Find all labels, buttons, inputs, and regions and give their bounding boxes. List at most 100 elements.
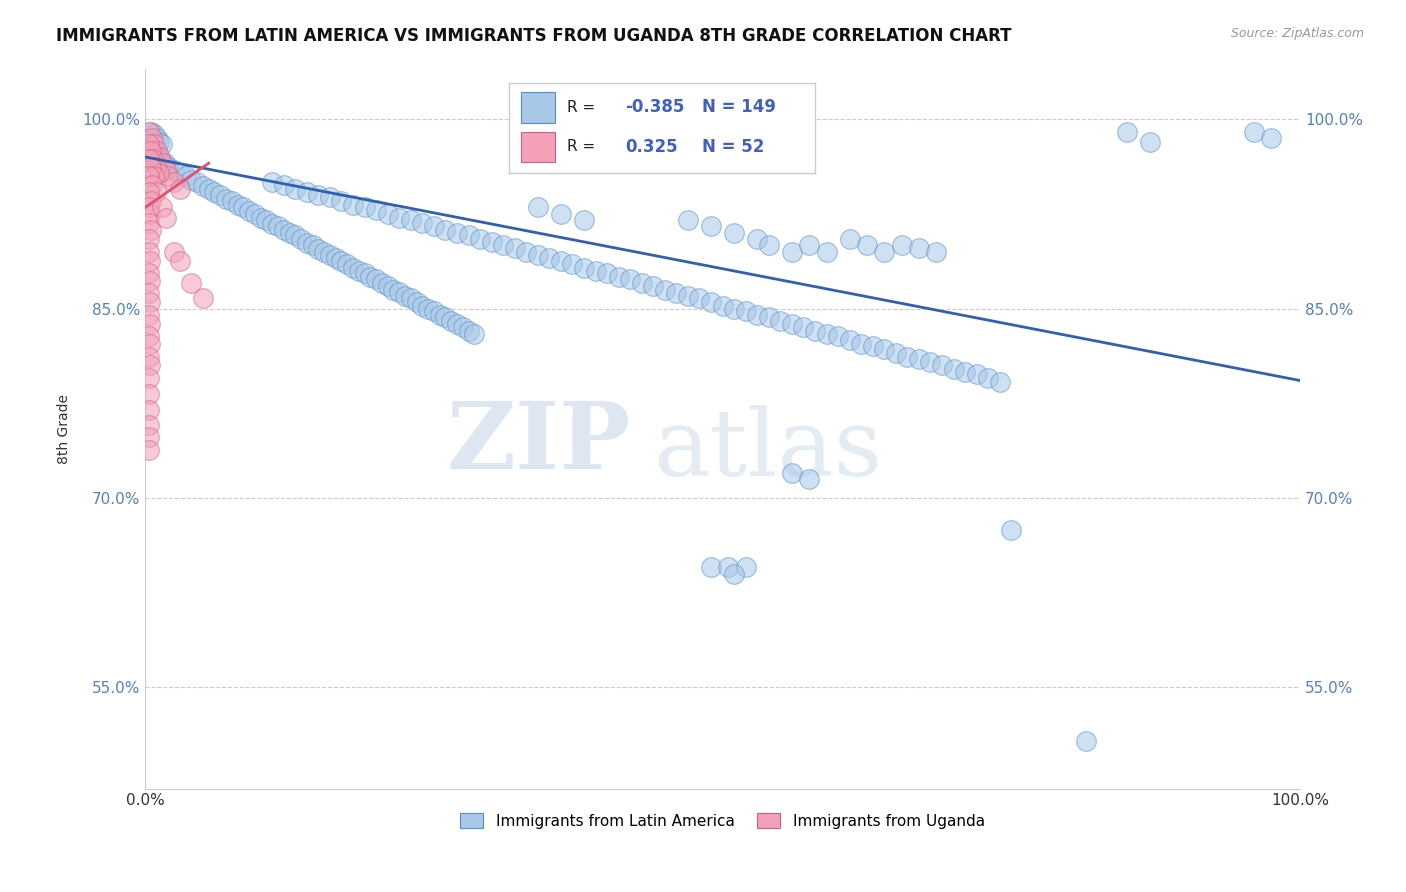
Point [884,345,907,359]
Point [953,365,976,379]
Point [139,274,162,288]
Point [423,219,446,234]
Point [1115,125,1137,139]
Point [434,310,457,325]
Point [148,166,170,180]
Point [734,560,756,574]
Point [446,226,468,240]
Point [1243,125,1265,139]
Point [180,277,202,291]
Point [325,251,347,265]
Point [747,308,769,322]
Point [226,198,249,212]
Point [307,187,329,202]
Point [143,127,166,141]
Point [143,137,166,152]
Point [273,178,295,192]
Point [342,198,364,212]
Point [152,137,174,152]
Point [174,169,197,183]
Point [157,160,180,174]
Y-axis label: 8th Grade: 8th Grade [58,393,72,464]
Point [138,153,160,167]
Point [619,272,641,286]
Point [295,186,318,200]
Point [446,317,468,331]
Point [481,235,503,249]
Point [243,207,266,221]
Point [330,253,353,268]
Point [411,299,433,313]
Point [676,289,699,303]
Point [138,350,160,364]
Point [180,172,202,186]
Point [336,257,359,271]
Point [138,402,160,417]
Point [596,266,619,280]
Point [149,150,172,164]
Point [153,156,176,170]
Point [138,201,160,215]
Point [849,337,872,351]
Point [700,295,723,310]
Point [143,169,166,183]
Point [399,213,422,227]
Point [572,261,595,276]
Point [838,232,860,246]
Point [353,201,375,215]
Point [157,169,180,183]
Point [527,201,550,215]
Point [804,324,827,338]
Point [163,162,186,177]
Point [301,238,323,252]
Point [186,175,208,189]
Point [429,308,451,322]
Point [527,248,550,262]
Point [405,295,427,310]
Point [468,232,491,246]
Point [238,204,260,219]
Point [141,147,163,161]
Point [572,213,595,227]
Point [145,160,167,174]
Point [815,326,838,341]
Point [138,266,160,280]
Point [155,211,177,225]
Point [799,472,821,486]
Point [550,253,572,268]
Point [232,201,254,215]
Point [145,186,167,200]
Point [1076,733,1098,747]
Point [931,359,953,373]
Point [723,226,745,240]
Point [138,232,160,246]
Point [717,560,740,574]
Point [139,223,162,237]
Point [278,226,301,240]
Point [382,283,405,297]
Point [284,228,307,243]
Point [665,286,688,301]
Point [191,292,214,306]
Point [862,339,884,353]
Point [550,207,572,221]
Point [873,342,896,356]
Point [561,257,583,271]
Text: atlas: atlas [654,405,883,495]
Point [411,216,433,230]
Point [353,266,375,280]
Point [169,166,191,180]
Point [138,244,160,259]
Point [138,387,160,401]
Point [138,186,160,200]
Point [780,317,803,331]
Text: IMMIGRANTS FROM LATIN AMERICA VS IMMIGRANTS FROM UGANDA 8TH GRADE CORRELATION CH: IMMIGRANTS FROM LATIN AMERICA VS IMMIGRA… [56,27,1012,45]
Point [780,466,803,480]
Point [896,350,918,364]
Point [676,213,699,227]
Point [138,308,160,322]
Point [139,253,162,268]
Point [440,314,463,328]
Point [654,283,676,297]
Point [1000,523,1022,537]
